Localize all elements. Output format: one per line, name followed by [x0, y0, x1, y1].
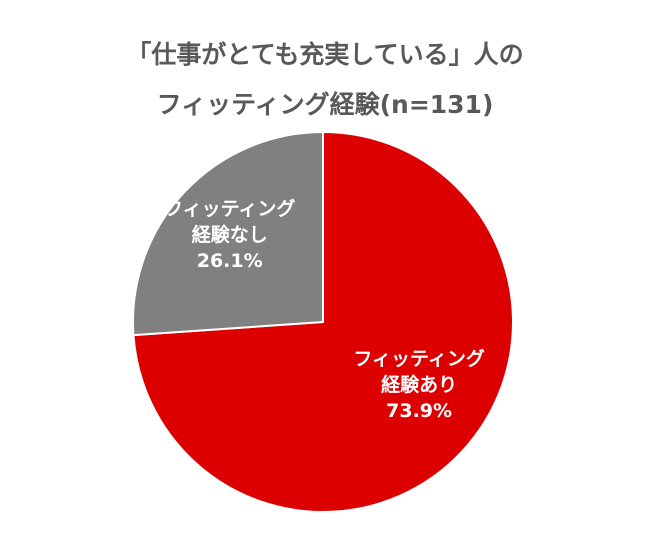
pie-slice-2 [132, 130, 324, 337]
slice-1-value-label: 73.9% [386, 400, 452, 422]
slice-2-label-line-2: 経験なし [192, 223, 268, 246]
slice-2-value-label: 26.1% [197, 250, 263, 272]
slice-1-label-line-1: フィッティング [353, 347, 484, 370]
pie-slices [132, 130, 514, 513]
slice-1-label-line-2: 経験あり [381, 373, 457, 396]
slice-2-label-line-1: フィッティング [164, 197, 295, 220]
chart-title-line-1: 「仕事がとても充実している」人の [126, 40, 524, 69]
chart-title-line-2: フィッティング経験(n=131) [156, 90, 494, 119]
